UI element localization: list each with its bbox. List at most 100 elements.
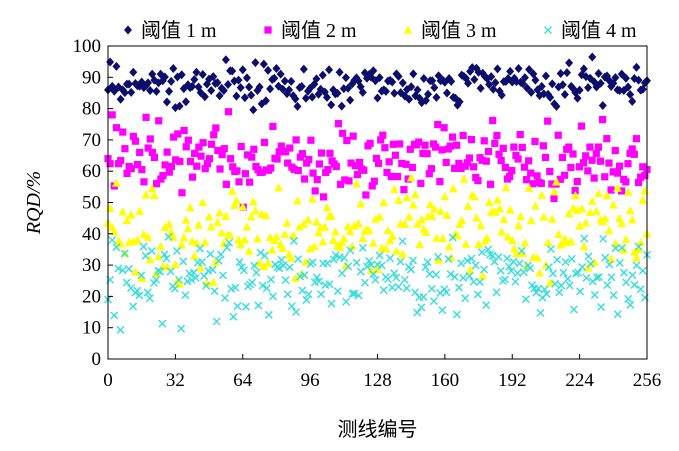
- series-4-point: [252, 268, 261, 277]
- series-1-point: [413, 85, 422, 95]
- series-3-point: [383, 225, 393, 234]
- series-4-point: [471, 261, 480, 270]
- series-1-point: [238, 65, 247, 75]
- series-2-point: [326, 149, 334, 157]
- series-3-point: [328, 235, 338, 244]
- series-2-point: [368, 182, 376, 190]
- series-4-point: [592, 273, 601, 282]
- series-4-point: [567, 254, 576, 263]
- legend-item-2: 阈值 2 m: [264, 19, 357, 42]
- legend-item-4: 阈值 4 m: [544, 19, 637, 42]
- series-1-point: [247, 90, 256, 100]
- series-3-point: [215, 208, 224, 217]
- series-4-point: [342, 297, 351, 306]
- series-3-point: [514, 221, 523, 230]
- series-1-point: [442, 88, 451, 98]
- series-2-point: [129, 132, 137, 141]
- series-4-point: [262, 284, 271, 293]
- series-3-point: [255, 258, 264, 267]
- series-3-point: [491, 207, 500, 216]
- series-3-point: [436, 206, 446, 215]
- series-2-point: [577, 122, 586, 130]
- series-2-point: [537, 179, 545, 188]
- series-1-point: [272, 64, 281, 74]
- y-tick-label: 40: [82, 224, 101, 245]
- series-4-point: [162, 254, 171, 263]
- series-3-point: [248, 197, 258, 206]
- series-4-point: [239, 266, 248, 275]
- series-3-point: [221, 211, 231, 220]
- series-4-point: [548, 269, 557, 278]
- series-4-point: [561, 257, 570, 266]
- series-4-point: [177, 324, 186, 333]
- series-4-point: [630, 280, 639, 289]
- series-2-point: [558, 153, 567, 162]
- series-3-point: [265, 232, 275, 242]
- series-3-point: [356, 199, 366, 208]
- series-3-point: [259, 262, 269, 271]
- series-3-point: [476, 221, 486, 230]
- series-4-point: [124, 264, 133, 273]
- series-2-point: [584, 167, 592, 175]
- series-3-point: [453, 231, 462, 240]
- series-2-point: [300, 175, 309, 183]
- series-2-point: [345, 177, 353, 185]
- series-2-point: [637, 173, 645, 181]
- series-4-point: [371, 275, 380, 284]
- series-4-point: [432, 270, 440, 279]
- series-2-point: [408, 163, 416, 172]
- series-3-point: [634, 244, 643, 254]
- series-1-point: [165, 86, 174, 96]
- series-4-point: [375, 251, 384, 260]
- series-3-point: [206, 222, 216, 231]
- series-1-point: [611, 73, 620, 83]
- series-4-point: [283, 290, 292, 299]
- series-4-point: [388, 283, 397, 292]
- series-2-point: [207, 140, 216, 148]
- series-2-point: [165, 168, 173, 176]
- series-2-point: [518, 143, 526, 152]
- series-4-point: [256, 248, 265, 257]
- series-3-point: [232, 196, 241, 205]
- series-1-point: [621, 73, 630, 83]
- series-2-point: [611, 146, 619, 155]
- series-1-point: [558, 80, 567, 90]
- series-1-point: [293, 101, 302, 111]
- series-4-point: [582, 273, 591, 282]
- series-3-point: [217, 228, 227, 237]
- series-1-point: [615, 85, 624, 95]
- series-3-point: [404, 212, 414, 221]
- series-1-point: [628, 96, 637, 106]
- series-2-point: [317, 149, 326, 157]
- x-tick-label: 96: [301, 370, 320, 391]
- series-3-point: [293, 196, 302, 205]
- series-2-point: [575, 163, 583, 171]
- series-2-point: [237, 142, 245, 151]
- series-3-point: [632, 252, 641, 262]
- series-4-point: [329, 255, 338, 264]
- series-1-point: [398, 78, 407, 88]
- series-4-point: [571, 269, 580, 278]
- legend-label-2: 阈值 2 m: [281, 19, 357, 42]
- series-2-point: [273, 155, 281, 163]
- series-2-point: [415, 138, 423, 146]
- x-tick-label: 256: [633, 370, 662, 391]
- series-2-point: [599, 115, 607, 124]
- series-1-point: [584, 83, 593, 93]
- series-3-point: [421, 227, 431, 236]
- x-tick-label: 224: [565, 370, 594, 391]
- series-3-point: [585, 207, 595, 217]
- series-3: [103, 173, 652, 288]
- series-4-point: [358, 243, 367, 252]
- series-3-point: [592, 206, 601, 215]
- series-4-point: [281, 276, 290, 285]
- series-4-point: [233, 302, 242, 311]
- series-4-point: [450, 272, 459, 281]
- series-1-point: [236, 83, 245, 93]
- series-layer: [103, 52, 652, 334]
- series-2-point: [491, 139, 499, 147]
- series-4-point: [609, 291, 618, 300]
- series-1-point: [388, 77, 397, 87]
- series-3-point: [156, 241, 166, 250]
- series-3-point: [413, 219, 422, 228]
